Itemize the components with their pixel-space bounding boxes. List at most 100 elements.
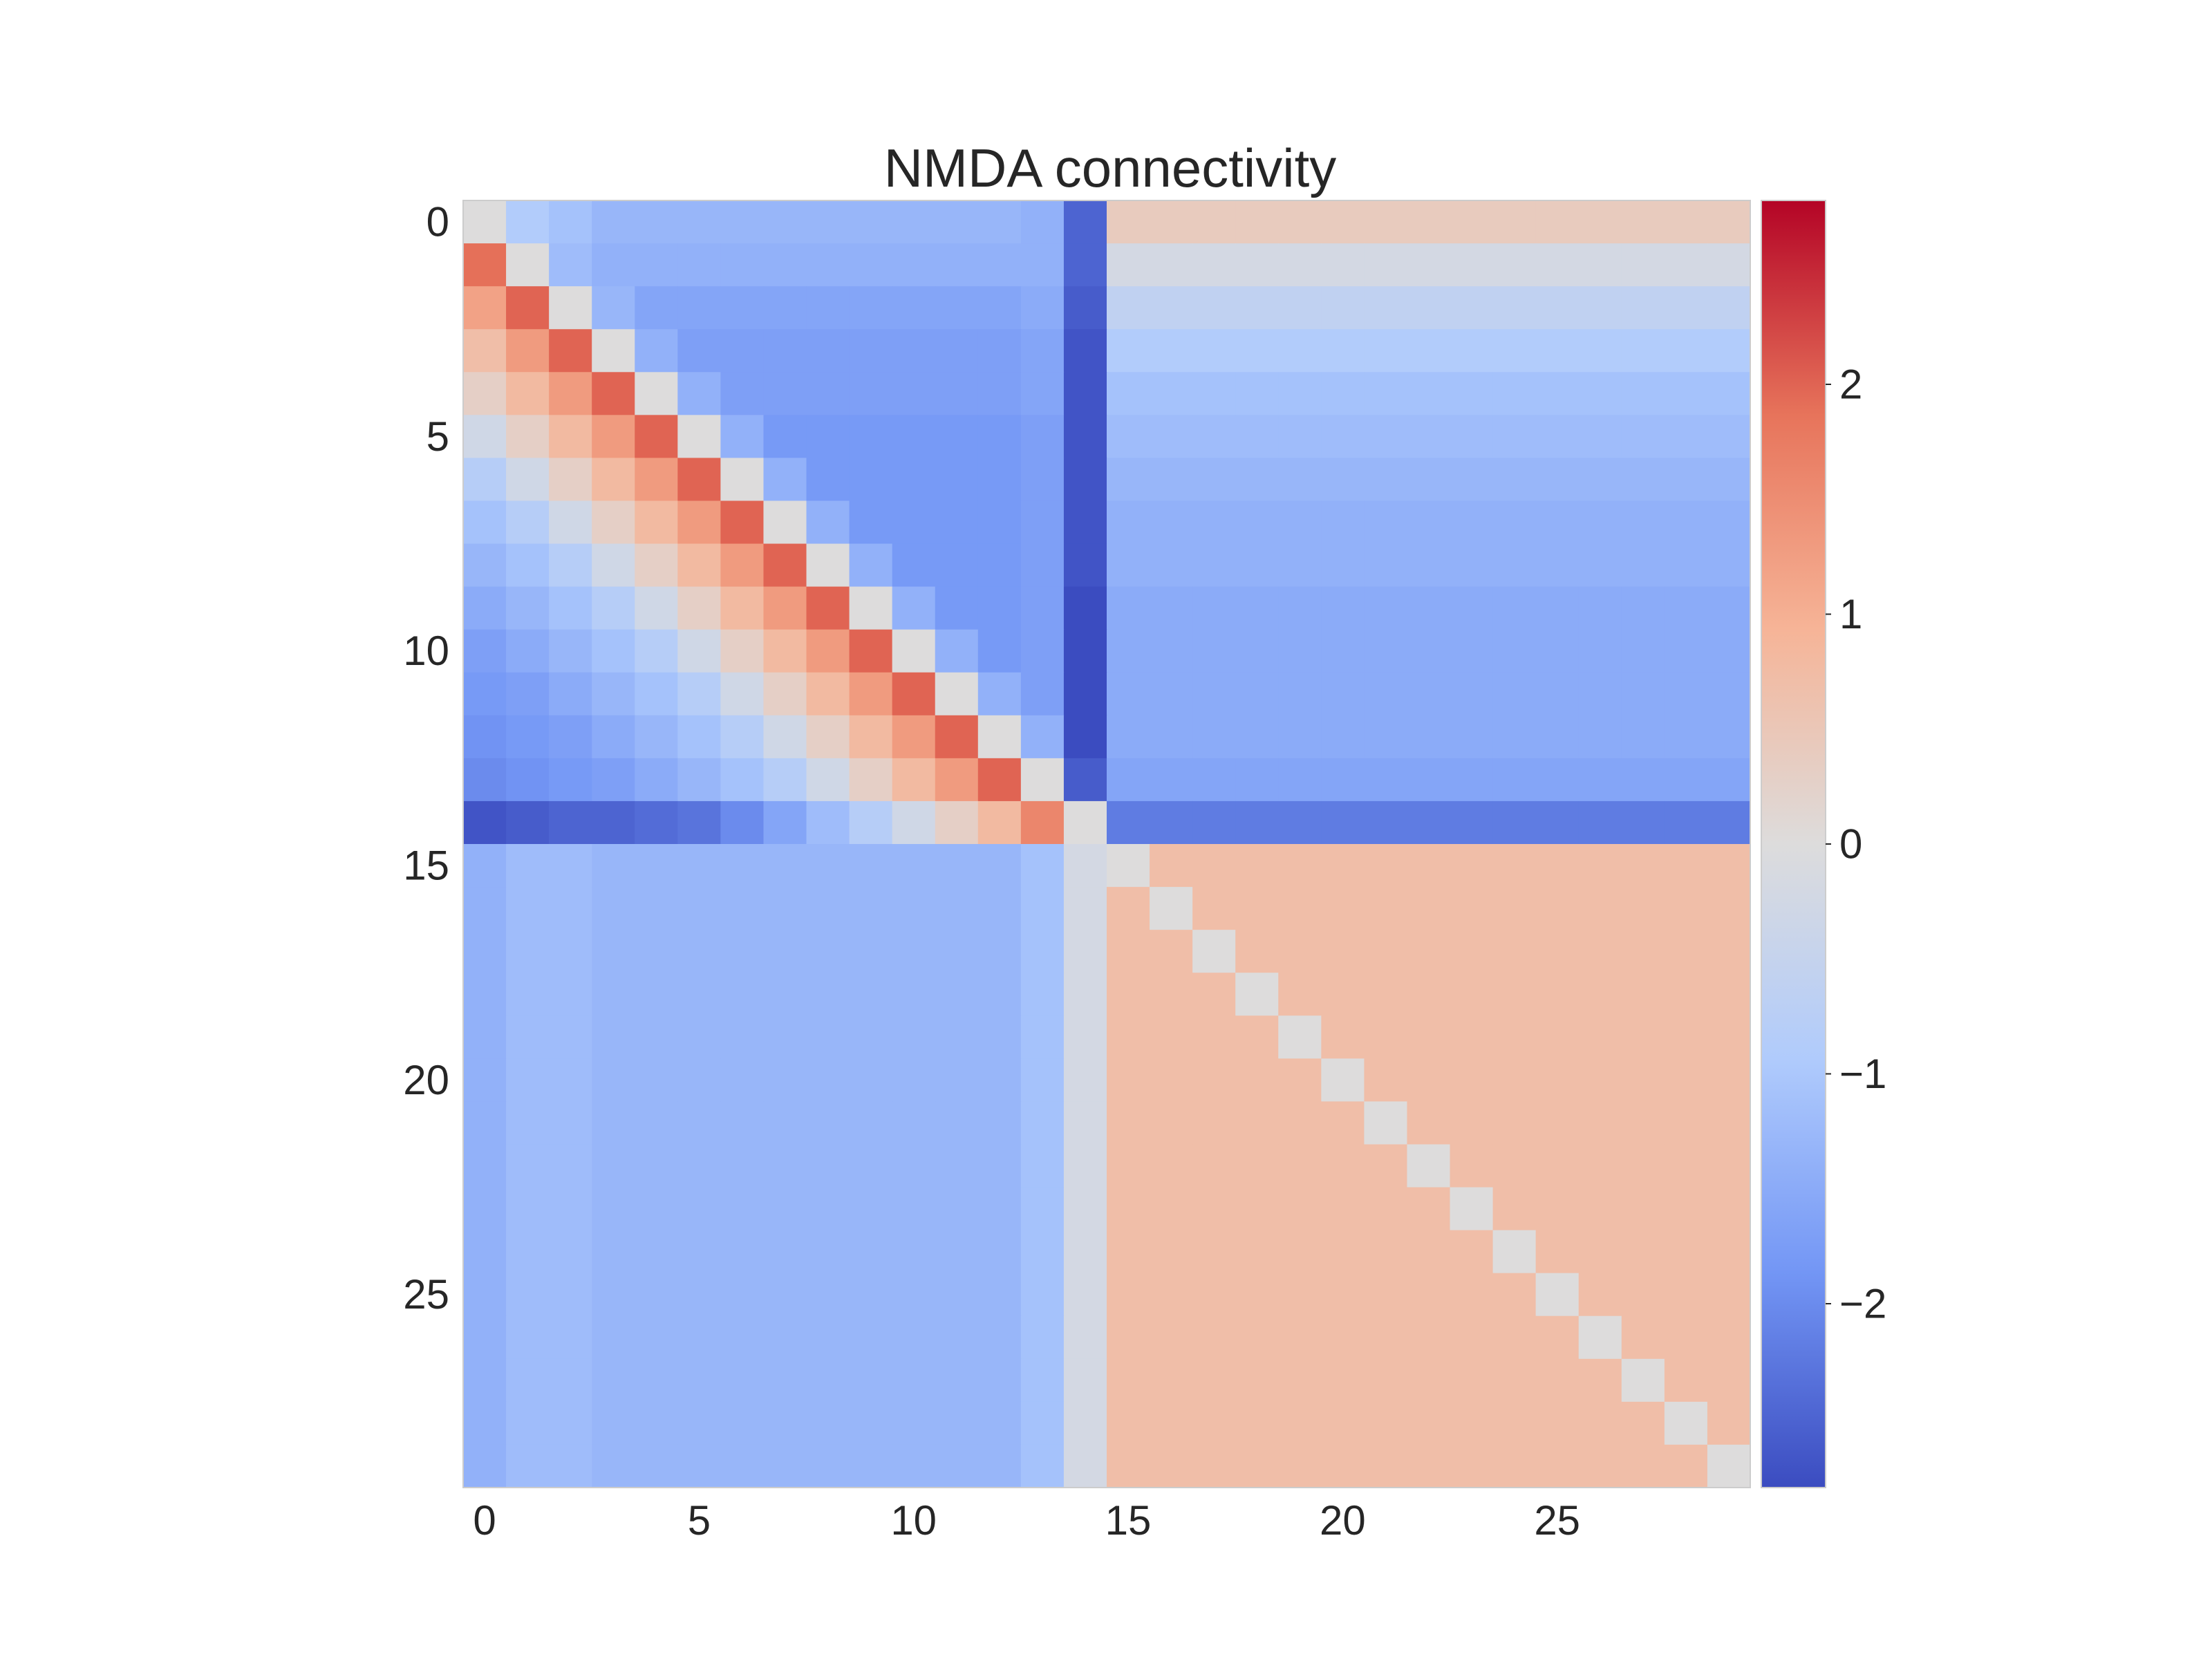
heatmap-cell <box>1150 415 1193 458</box>
heatmap-cell <box>1020 1058 1065 1102</box>
heatmap-cell <box>1407 973 1451 1016</box>
heatmap-cell <box>849 629 893 673</box>
heatmap-cell <box>592 329 635 373</box>
heatmap-cell <box>1578 543 1622 588</box>
heatmap-cell <box>635 500 678 545</box>
heatmap-cell <box>635 715 678 759</box>
heatmap-cell <box>635 1101 678 1145</box>
heatmap-cell <box>763 844 807 888</box>
heatmap-cell <box>635 800 678 845</box>
heatmap-cell <box>1235 973 1279 1016</box>
heatmap-cell <box>935 800 979 845</box>
heatmap-cell <box>1192 1358 1236 1403</box>
heatmap-cell <box>677 1144 721 1188</box>
heatmap-cell <box>977 844 1022 888</box>
heatmap-cell <box>506 1101 550 1145</box>
heatmap-cell <box>806 1315 850 1360</box>
heatmap-cell <box>1020 629 1065 673</box>
heatmap-cell <box>763 1230 807 1274</box>
heatmap-cell <box>1107 1101 1150 1145</box>
heatmap-cell <box>635 243 678 287</box>
heatmap-cell <box>549 1058 592 1102</box>
heatmap-cell <box>1707 586 1751 630</box>
heatmap-cell <box>806 887 850 930</box>
heatmap-cell <box>763 1273 807 1317</box>
heatmap-cell <box>892 1315 936 1360</box>
heatmap-cell <box>1150 243 1193 287</box>
chart-title: NMDA connectivity <box>884 138 1337 198</box>
heatmap-cell <box>506 1273 550 1317</box>
heatmap-cell <box>1364 500 1408 545</box>
heatmap-cell <box>1535 1358 1580 1403</box>
heatmap-cell <box>1492 715 1537 759</box>
heatmap-cell <box>463 543 507 588</box>
heatmap-cell <box>1192 758 1236 802</box>
heatmap-cell <box>1063 458 1107 502</box>
heatmap-cell <box>1063 887 1107 930</box>
heatmap-cell <box>1707 500 1751 545</box>
heatmap-cell <box>1450 372 1494 415</box>
heatmap-cell <box>806 758 850 802</box>
heatmap-cell <box>1664 543 1708 588</box>
heatmap-cell <box>1664 758 1708 802</box>
heatmap-cell <box>1364 415 1408 458</box>
heatmap-cell <box>592 629 635 673</box>
heatmap-cell <box>635 1315 678 1360</box>
heatmap-cell <box>549 887 592 930</box>
heatmap-cell <box>1407 586 1451 630</box>
heatmap-cell <box>806 243 850 287</box>
heatmap-cell <box>506 1187 550 1231</box>
heatmap-cell <box>720 844 765 888</box>
heatmap-cell <box>1707 200 1751 244</box>
heatmap-cell <box>849 243 893 287</box>
heatmap-cell <box>1063 672 1107 716</box>
heatmap-cell <box>1364 243 1408 287</box>
heatmap-cell <box>1578 500 1622 545</box>
heatmap-cell <box>1364 973 1408 1016</box>
heatmap-cell <box>1107 586 1150 630</box>
heatmap-cell <box>935 672 979 716</box>
heatmap-cell <box>977 758 1022 802</box>
heatmap-cell <box>1621 1358 1665 1403</box>
heatmap-cell <box>1707 1187 1751 1231</box>
heatmap-cell <box>1020 973 1065 1016</box>
heatmap-cell <box>1150 672 1193 716</box>
heatmap-cell <box>720 286 765 330</box>
heatmap-cell <box>1063 1144 1107 1188</box>
heatmap-cell <box>1235 200 1279 244</box>
heatmap-cell <box>1278 1444 1322 1488</box>
heatmap-cell <box>506 1015 550 1059</box>
heatmap-cell <box>1535 458 1580 502</box>
heatmap-cell <box>1664 973 1708 1016</box>
heatmap-cell <box>635 586 678 630</box>
colorbar-ticks: 2 1 0 −1 −2 <box>1826 362 1886 1327</box>
heatmap-cell <box>1278 1358 1322 1403</box>
heatmap-cell <box>1150 1230 1193 1274</box>
heatmap-cell <box>1278 1315 1322 1360</box>
heatmap-cell <box>1364 800 1408 845</box>
heatmap-cell <box>849 1058 893 1102</box>
heatmap-cell <box>549 1015 592 1059</box>
heatmap-cell <box>1150 1273 1193 1317</box>
heatmap-cell <box>635 286 678 330</box>
heatmap-cell <box>977 1058 1022 1102</box>
heatmap-cell <box>677 1444 721 1488</box>
heatmap-cell <box>677 500 721 545</box>
heatmap-cell <box>1063 1015 1107 1059</box>
heatmap-cell <box>506 329 550 373</box>
heatmap-cell <box>1707 1144 1751 1188</box>
heatmap-cell <box>1321 1444 1365 1488</box>
heatmap-cell <box>1450 1015 1494 1059</box>
heatmap-cell <box>849 329 893 373</box>
heatmap-cell <box>849 1144 893 1188</box>
heatmap-cell <box>720 1187 765 1231</box>
heatmap-cell <box>1107 329 1150 373</box>
heatmap-cell <box>1278 286 1322 330</box>
heatmap-cell <box>506 1401 550 1445</box>
heatmap-cell <box>1492 1444 1537 1488</box>
heatmap-cell <box>977 1230 1022 1274</box>
heatmap-cell <box>592 500 635 545</box>
heatmap-cell <box>1492 372 1537 415</box>
heatmap-cell <box>1450 1144 1494 1188</box>
heatmap-cell <box>506 458 550 502</box>
